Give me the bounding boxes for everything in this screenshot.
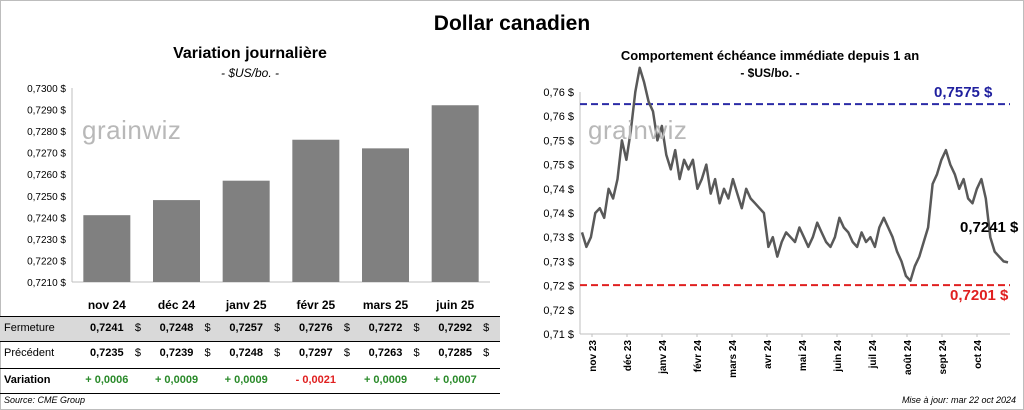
line-ytick-label: 0,74 $ xyxy=(543,184,574,196)
table-cell: 0,7297 xyxy=(299,347,333,359)
row-label: Fermeture xyxy=(4,322,55,334)
bar-category-label: déc 24 xyxy=(158,298,196,312)
line-xtick-label: mars 24 xyxy=(728,340,739,378)
table-cell: 0,7257 xyxy=(229,322,263,334)
line-xtick-label: août 24 xyxy=(903,340,914,375)
bar xyxy=(153,200,200,282)
currency-sign: $ xyxy=(274,322,281,334)
line-xtick-label: avr 24 xyxy=(763,340,774,369)
bar-ytick-label: 0,7270 $ xyxy=(27,149,66,160)
bar-ytick-label: 0,7240 $ xyxy=(27,213,66,224)
bar xyxy=(431,105,479,282)
bar xyxy=(362,148,409,282)
right-chart-subtitle: - $US/bo. - xyxy=(740,66,800,80)
bar-category-label: mars 25 xyxy=(363,298,409,312)
table-cell: - 0,0021 xyxy=(295,374,337,386)
line-ytick-label: 0,72 $ xyxy=(543,305,574,317)
bar xyxy=(222,180,270,282)
line-ytick-label: 0,76 $ xyxy=(543,111,574,123)
left-chart-subtitle: - $US/bo. - xyxy=(220,66,280,80)
bar-ytick-label: 0,7260 $ xyxy=(27,170,66,181)
current-value-label: 0,7241 $ xyxy=(960,219,1019,236)
bar-ytick-label: 0,7220 $ xyxy=(27,256,66,267)
line-xtick-label: juil 24 xyxy=(868,340,879,370)
table-cell: 0,7239 xyxy=(159,347,194,359)
table-cell: + 0,0006 xyxy=(85,374,129,386)
currency-sign: $ xyxy=(204,347,211,359)
bar-ytick-label: 0,7290 $ xyxy=(27,106,66,117)
bar-ytick-label: 0,7250 $ xyxy=(27,192,66,203)
currency-sign: $ xyxy=(134,347,141,359)
currency-sign: $ xyxy=(483,347,490,359)
watermark-left: grainwiz xyxy=(82,115,182,145)
line-xtick-label: déc 23 xyxy=(623,340,634,372)
currency-sign: $ xyxy=(343,347,350,359)
table-cell: 0,7292 xyxy=(438,322,472,334)
bar-ytick-label: 0,7230 $ xyxy=(27,235,66,246)
bar-category-label: janv 25 xyxy=(225,298,267,312)
line-ytick-label: 0,73 $ xyxy=(543,232,574,244)
line-xtick-label: févr 24 xyxy=(693,340,704,373)
update-note: Mise à jour: mar 22 oct 2024 xyxy=(901,395,1016,405)
min-line-label: 0,7201 $ xyxy=(950,287,1009,304)
table-cell: 0,7285 xyxy=(438,347,472,359)
left-chart-title: Variation journalière xyxy=(173,45,327,62)
currency-sign: $ xyxy=(274,347,281,359)
main-title: Dollar canadien xyxy=(433,12,591,35)
table-cell: + 0,0009 xyxy=(154,374,199,386)
table-cell: + 0,0009 xyxy=(363,374,408,386)
bar-category-label: nov 24 xyxy=(88,298,126,312)
line-ytick-label: 0,72 $ xyxy=(543,281,574,293)
bar-category-label: févr 25 xyxy=(296,298,335,312)
line-ytick-label: 0,71 $ xyxy=(543,329,574,341)
table-cell: 0,7276 xyxy=(299,322,333,334)
table-cell: 0,7248 xyxy=(159,322,194,334)
line-xtick-label: oct 24 xyxy=(973,340,984,369)
bar-ytick-label: 0,7280 $ xyxy=(27,127,66,138)
line-xtick-label: sept 24 xyxy=(938,340,949,375)
max-line-label: 0,7575 $ xyxy=(934,84,993,101)
table-row: Fermeture 0,7241 $0,7248 $0,7257 $0,7276 $0,7… xyxy=(0,316,500,342)
line-xtick-label: mai 24 xyxy=(798,340,809,372)
table-cell: 0,7272 xyxy=(368,322,403,334)
line-ytick-label: 0,76 $ xyxy=(543,87,574,99)
bar-category-label: juin 25 xyxy=(435,298,474,312)
table-cell: 0,7241 xyxy=(90,322,124,334)
line-ytick-label: 0,74 $ xyxy=(543,208,574,220)
table-row: Précédent 0,7235 $0,7239 $0,7248 $0,7297 $0,7… xyxy=(0,342,500,366)
line-xtick-label: nov 23 xyxy=(588,340,599,372)
source-note: Source: CME Group xyxy=(4,395,86,405)
table-row: Variation + 0,0006 + 0,0009 + 0,0009 - 0,002… xyxy=(0,368,500,394)
line-ytick-label: 0,75 $ xyxy=(543,135,574,147)
row-label: Précédent xyxy=(4,347,55,359)
row-label: Variation xyxy=(4,374,51,386)
bar xyxy=(292,139,340,282)
currency-sign: $ xyxy=(413,347,420,359)
price-series-line xyxy=(580,66,1009,283)
line-xtick-label: janv 24 xyxy=(658,340,669,375)
line-ytick-label: 0,73 $ xyxy=(543,256,574,268)
bar-ytick-label: 0,7300 $ xyxy=(27,84,66,95)
currency-sign: $ xyxy=(413,322,420,334)
table-cell: + 0,0009 xyxy=(224,374,268,386)
currency-sign: $ xyxy=(343,322,350,334)
watermark-right: grainwiz xyxy=(588,115,688,145)
table-cell: + 0,0007 xyxy=(433,374,477,386)
right-chart-title: Comportement échéance immédiate depuis 1… xyxy=(620,48,920,63)
bar xyxy=(83,215,131,282)
currency-sign: $ xyxy=(134,322,141,334)
line-ytick-label: 0,75 $ xyxy=(543,160,574,172)
table-cell: 0,7248 xyxy=(229,347,263,359)
bar-ytick-label: 0,7210 $ xyxy=(27,278,66,289)
currency-sign: $ xyxy=(483,322,490,334)
table-cell: 0,7263 xyxy=(368,347,403,359)
currency-sign: $ xyxy=(204,322,211,334)
table-cell: 0,7235 xyxy=(90,347,124,359)
line-xtick-label: juin 24 xyxy=(833,340,844,373)
